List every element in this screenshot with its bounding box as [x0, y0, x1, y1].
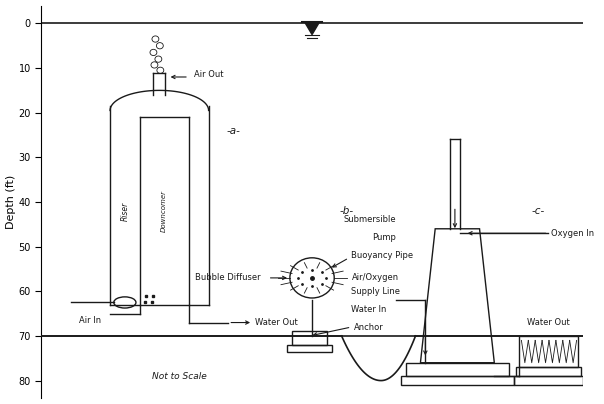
Text: Oxygen In: Oxygen In — [551, 229, 594, 238]
Text: Supply Line: Supply Line — [352, 287, 400, 296]
Text: Air/Oxygen: Air/Oxygen — [352, 274, 399, 282]
Text: Water Out: Water Out — [255, 318, 298, 327]
Text: Pump: Pump — [372, 233, 396, 242]
Text: -b-: -b- — [339, 206, 353, 216]
Bar — [406, 363, 509, 376]
Text: Air In: Air In — [79, 316, 101, 325]
Text: Anchor: Anchor — [354, 322, 384, 332]
Text: Riser: Riser — [120, 201, 129, 221]
Text: Not to Scale: Not to Scale — [152, 372, 207, 381]
Bar — [514, 376, 583, 385]
Bar — [519, 336, 578, 367]
Polygon shape — [304, 22, 320, 35]
Text: -a-: -a- — [226, 126, 240, 136]
Text: Submersible: Submersible — [343, 215, 396, 224]
Y-axis label: Depth (ft): Depth (ft) — [5, 175, 16, 229]
Text: Water Out: Water Out — [527, 318, 570, 327]
Bar — [292, 331, 327, 345]
Bar — [400, 376, 514, 385]
Text: Air Out: Air Out — [194, 70, 223, 79]
Bar — [288, 345, 332, 351]
Text: -c-: -c- — [532, 206, 545, 216]
Text: Downcomer: Downcomer — [161, 190, 167, 232]
Text: Bubble Diffuser: Bubble Diffuser — [194, 274, 260, 282]
Text: Water In: Water In — [350, 305, 386, 314]
Circle shape — [290, 258, 334, 298]
Ellipse shape — [114, 297, 136, 308]
Bar — [516, 367, 580, 376]
Text: Buoyancy Pipe: Buoyancy Pipe — [352, 251, 414, 260]
